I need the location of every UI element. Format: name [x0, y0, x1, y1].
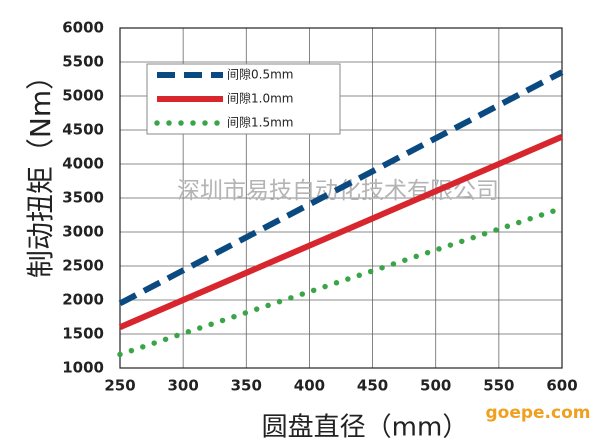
- x-tick-label: 600: [546, 377, 577, 395]
- y-tick-label: 6000: [62, 19, 104, 37]
- y-tick-label: 3500: [62, 189, 104, 207]
- x-tick-label: 300: [167, 377, 198, 395]
- y-tick-label: 2000: [62, 291, 104, 309]
- y-tick-label: 4500: [62, 121, 104, 139]
- x-tick-label: 400: [294, 377, 325, 395]
- line-series: [118, 69, 564, 307]
- y-axis-label: 制动扭矩（Nm）: [24, 62, 57, 278]
- x-tick-label: 550: [483, 377, 514, 395]
- y-tick-label: 2500: [62, 257, 104, 275]
- y-tick-label: 3000: [62, 223, 104, 241]
- plot-border: [119, 27, 563, 369]
- y-tick-label: 1000: [62, 359, 104, 377]
- y-tick-label: 4000: [62, 155, 104, 173]
- y-tick-label: 1500: [62, 325, 104, 343]
- x-axis-label: 圆盘直径（mm）: [262, 413, 469, 443]
- x-tick-label: 350: [231, 377, 262, 395]
- legend-label: 间隙0.5mm: [227, 68, 293, 82]
- legend-label: 间隙1.0mm: [227, 92, 293, 106]
- x-tick-label: 250: [104, 377, 135, 395]
- site-mark: goepe.com: [485, 403, 590, 423]
- line-series: [118, 134, 564, 330]
- y-tick-label: 5500: [62, 53, 104, 71]
- y-tick-label: 5000: [62, 87, 104, 105]
- x-tick-label: 450: [357, 377, 388, 395]
- x-tick-label: 500: [420, 377, 451, 395]
- legend-label: 间隙1.5mm: [227, 116, 293, 130]
